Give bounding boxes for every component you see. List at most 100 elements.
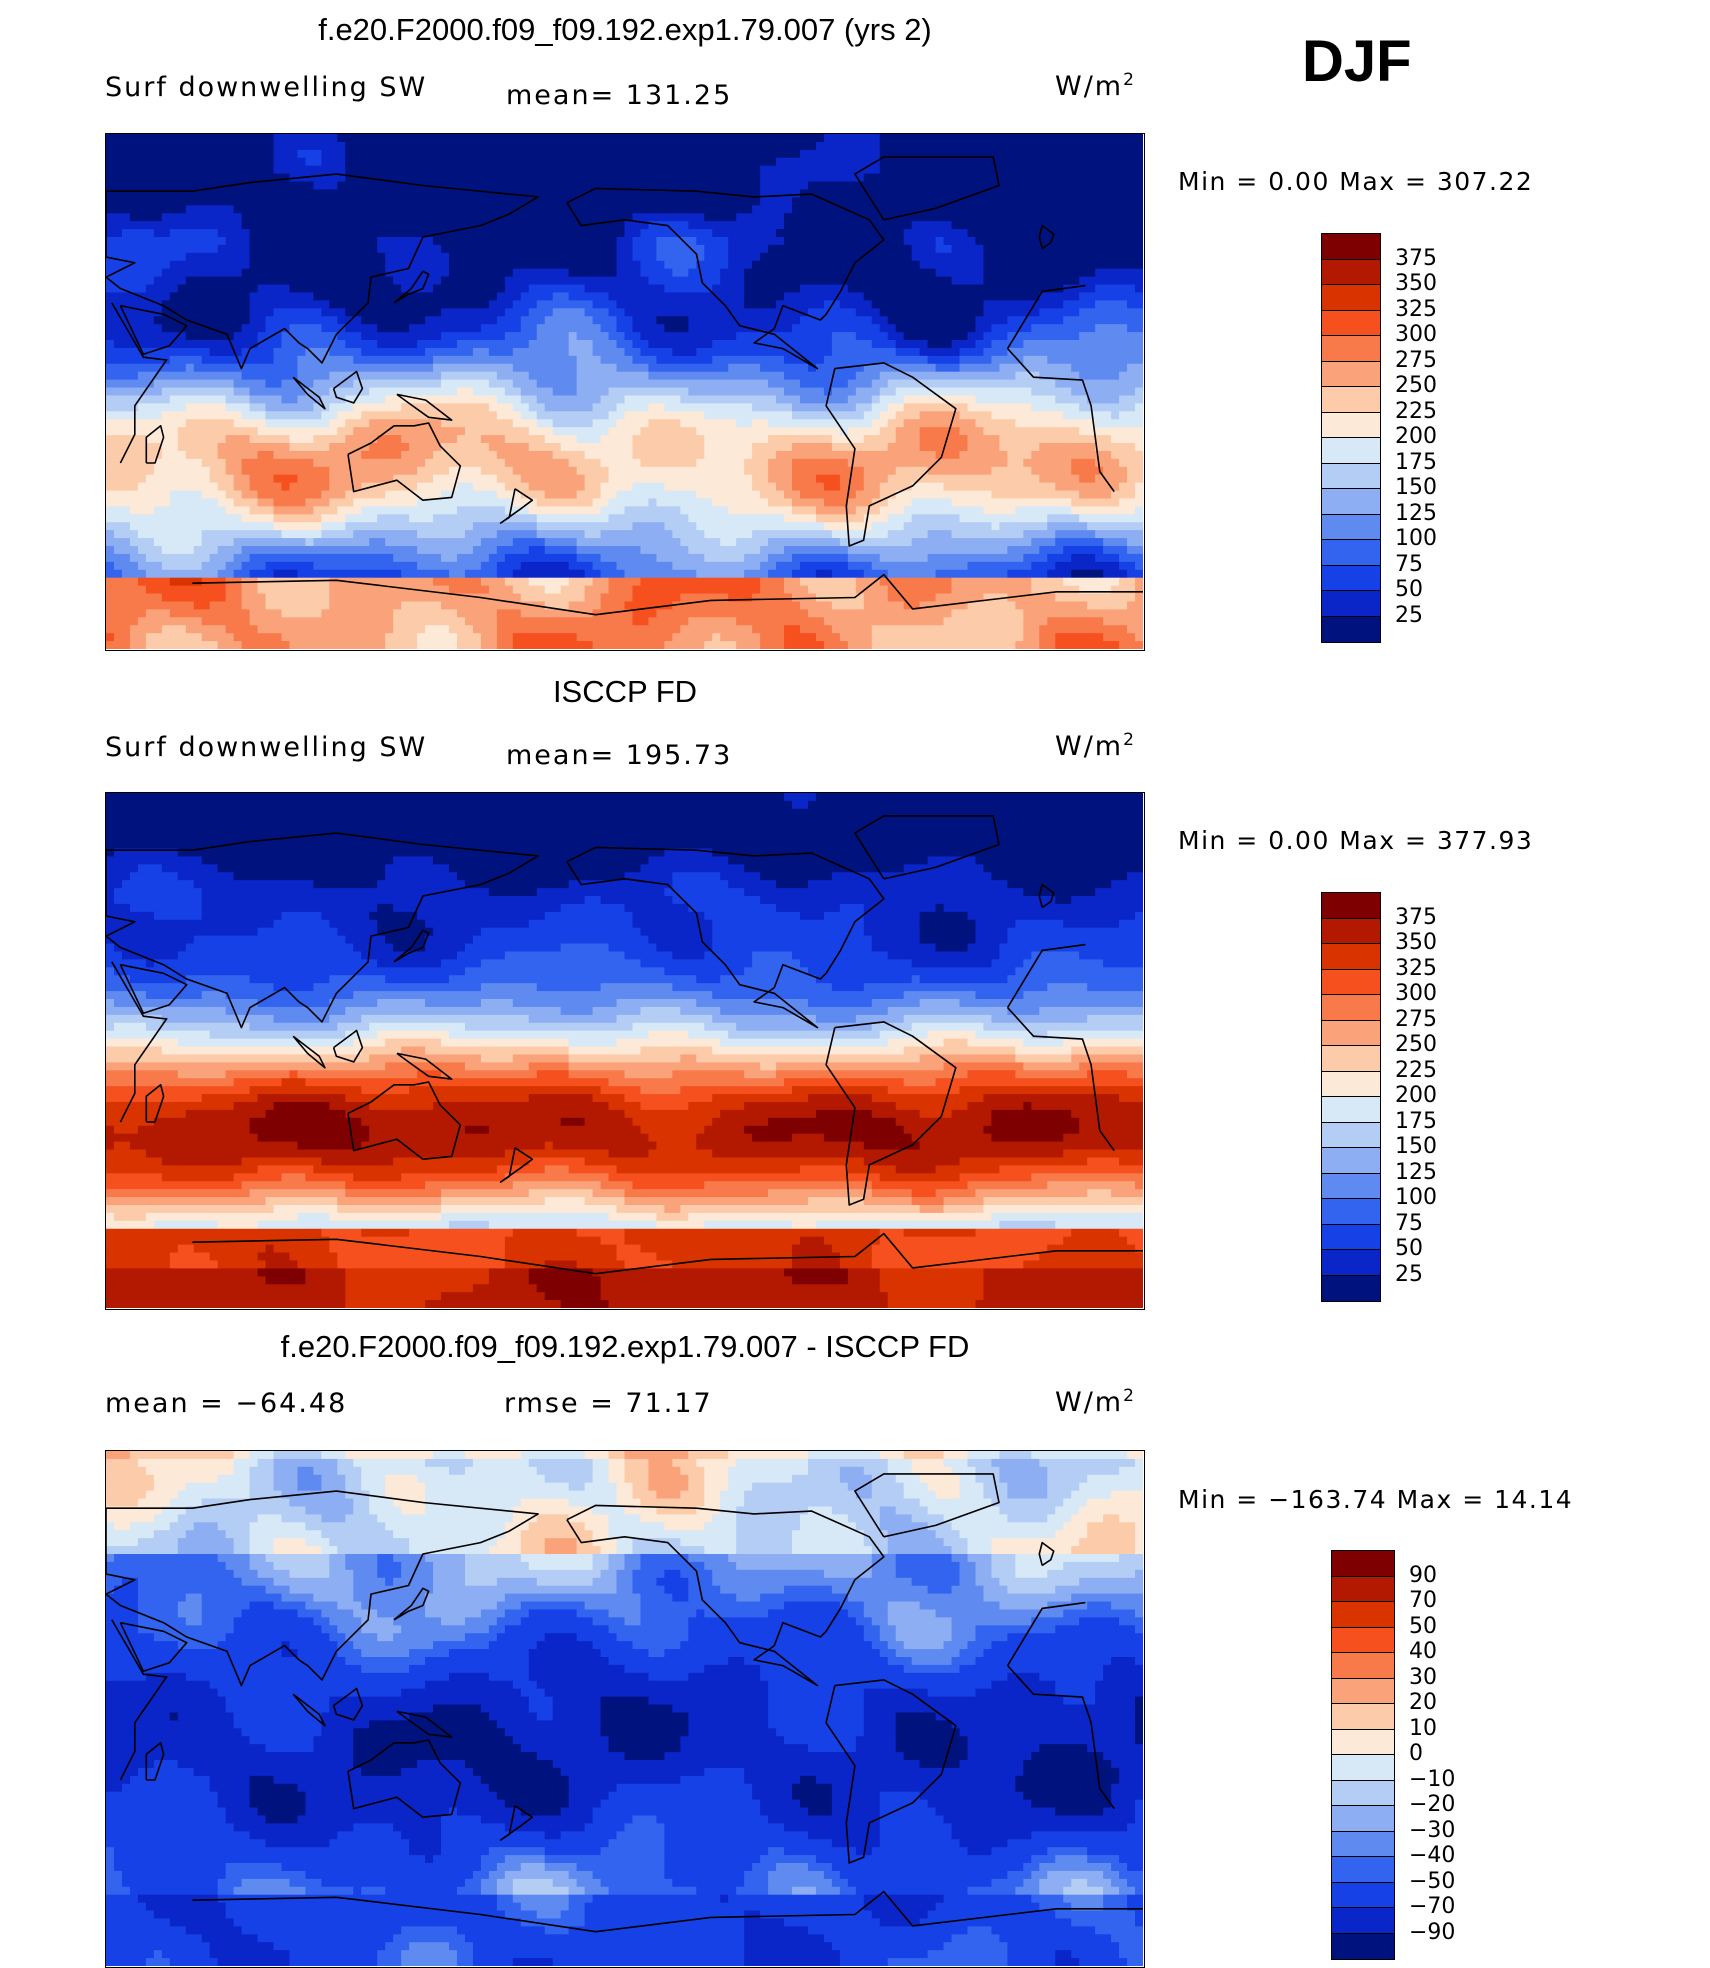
colorbar-tick-label: 225 (1395, 1057, 1437, 1083)
colorbar-swatch (1322, 412, 1380, 438)
colorbar-swatch (1322, 514, 1380, 540)
colorbar-swatch (1322, 1148, 1380, 1174)
colorbar-swatch (1322, 1250, 1380, 1276)
colorbar-swatch (1322, 616, 1380, 642)
panel-3-units: W/m2 (1055, 1386, 1136, 1418)
colorbar-boxes (1321, 892, 1381, 1302)
colorbar-swatch (1322, 944, 1380, 970)
colorbar-swatch (1322, 336, 1380, 362)
colorbar-swatch (1322, 1020, 1380, 1046)
coastlines (106, 1473, 1143, 1933)
colorbar-tick-label: 70 (1409, 1588, 1437, 1613)
panel-3-map (105, 1450, 1145, 1968)
panel-2-minmax: Min = 0.00 Max = 377.93 (1178, 826, 1534, 855)
colorbar-tick-label: 40 (1409, 1639, 1437, 1664)
panel-2-map-svg (106, 793, 1143, 1308)
colorbar-swatch (1322, 1199, 1380, 1225)
colorbar-swatch (1332, 1857, 1394, 1883)
panel-2-variable-label: Surf downwelling SW (105, 732, 428, 763)
colorbar-tick-label: 0 (1409, 1741, 1423, 1766)
colorbar-tick-label: 225 (1395, 398, 1437, 424)
colorbar-swatch (1322, 310, 1380, 336)
season-label: DJF (1302, 29, 1412, 94)
colorbar-tick-label: 50 (1409, 1613, 1437, 1639)
colorbar-swatch (1332, 1908, 1394, 1934)
colorbar-tick-label: 25 (1395, 602, 1423, 628)
map-field (106, 134, 1143, 649)
colorbar-boxes (1331, 1550, 1395, 1960)
colorbar-swatch (1322, 361, 1380, 387)
colorbar-tick-label: −40 (1409, 1843, 1456, 1868)
colorbar-swatch (1322, 438, 1380, 464)
panel-1-map-svg (106, 134, 1143, 649)
colorbar-tick-label: 175 (1395, 449, 1437, 475)
colorbar-tick-label: 100 (1395, 1185, 1437, 1210)
colorbar-swatch (1322, 1046, 1380, 1072)
colorbar-tick-label: 200 (1395, 424, 1437, 449)
colorbar-swatch (1332, 1678, 1394, 1704)
colorbar-swatch (1322, 1173, 1380, 1199)
colorbar-swatch (1332, 1933, 1394, 1959)
colorbar-tick-label: 50 (1395, 1236, 1423, 1261)
colorbar-tick-label: 325 (1395, 296, 1437, 322)
colorbar-tick-label: −30 (1409, 1817, 1456, 1843)
colorbar-swatch (1332, 1755, 1394, 1781)
colorbar-swatch (1332, 1729, 1394, 1755)
colorbar-tick-label: −20 (1409, 1792, 1456, 1817)
panel-1-title: f.e20.F2000.f09_f09.192.exp1.79.007 (yrs… (318, 12, 932, 47)
colorbar-swatch (1332, 1551, 1394, 1577)
panel-3-minmax: Min = −163.74 Max = 14.14 (1178, 1485, 1574, 1514)
panel-3-map-svg (106, 1451, 1143, 1966)
colorbar-tick-label: 100 (1395, 526, 1437, 551)
colorbar-swatch (1322, 285, 1380, 311)
colorbar-swatch (1322, 540, 1380, 566)
colorbar-swatch (1322, 463, 1380, 489)
colorbar-swatch (1322, 1097, 1380, 1123)
colorbar-swatch (1332, 1627, 1394, 1653)
coastlines (106, 815, 1143, 1275)
map-field (106, 1451, 1143, 1966)
panel-1-variable-label: Surf downwelling SW (105, 72, 428, 103)
panel-2-map (105, 792, 1145, 1310)
colorbar-swatch (1322, 1224, 1380, 1250)
colorbar-tick-label: 350 (1395, 930, 1437, 955)
panel-3-rmse-label: rmse = 71.17 (504, 1388, 713, 1419)
colorbar-tick-label: −50 (1409, 1868, 1456, 1894)
colorbar-swatch (1332, 1882, 1394, 1908)
colorbar-tick-label: 350 (1395, 271, 1437, 296)
colorbar-tick-label: 200 (1395, 1083, 1437, 1108)
colorbar-swatch (1322, 259, 1380, 285)
colorbar-swatch (1322, 918, 1380, 944)
colorbar-tick-label: 90 (1409, 1562, 1437, 1588)
colorbar-swatch (1332, 1806, 1394, 1832)
panel-1-mean-label: mean= 131.25 (506, 80, 733, 111)
colorbar-tick-label: 325 (1395, 955, 1437, 981)
panel-2-units: W/m2 (1055, 730, 1136, 762)
colorbar-swatch (1322, 1122, 1380, 1148)
colorbar-tick-label: 50 (1395, 577, 1423, 602)
colorbar-tick-label: 125 (1395, 1159, 1437, 1185)
colorbar-tick-label: 300 (1395, 981, 1437, 1006)
map-field (106, 793, 1143, 1308)
colorbar-swatch (1322, 969, 1380, 995)
colorbar-tick-label: 150 (1395, 475, 1437, 500)
colorbar-tick-label: 30 (1409, 1664, 1437, 1690)
colorbar-swatch (1322, 995, 1380, 1021)
colorbar-swatch (1332, 1576, 1394, 1602)
colorbar-tick-label: −70 (1409, 1894, 1456, 1919)
colorbar-swatch (1322, 234, 1380, 260)
colorbar-swatch (1322, 387, 1380, 413)
colorbar-tick-label: 75 (1395, 551, 1423, 577)
colorbar-tick-label: 375 (1395, 904, 1437, 930)
colorbar-tick-label: 275 (1395, 347, 1437, 373)
colorbar-tick-label: 125 (1395, 500, 1437, 526)
panel-3-title: f.e20.F2000.f09_f09.192.exp1.79.007 - IS… (280, 1329, 970, 1364)
colorbar-tick-label: 250 (1395, 1032, 1437, 1057)
colorbar-swatch (1332, 1780, 1394, 1806)
colorbar-tick-label: 375 (1395, 245, 1437, 271)
colorbar-tick-label: 10 (1409, 1715, 1437, 1741)
colorbar-swatch (1322, 565, 1380, 591)
colorbar-boxes (1321, 233, 1381, 643)
colorbar-swatch (1322, 893, 1380, 919)
colorbar-swatch (1322, 1071, 1380, 1097)
